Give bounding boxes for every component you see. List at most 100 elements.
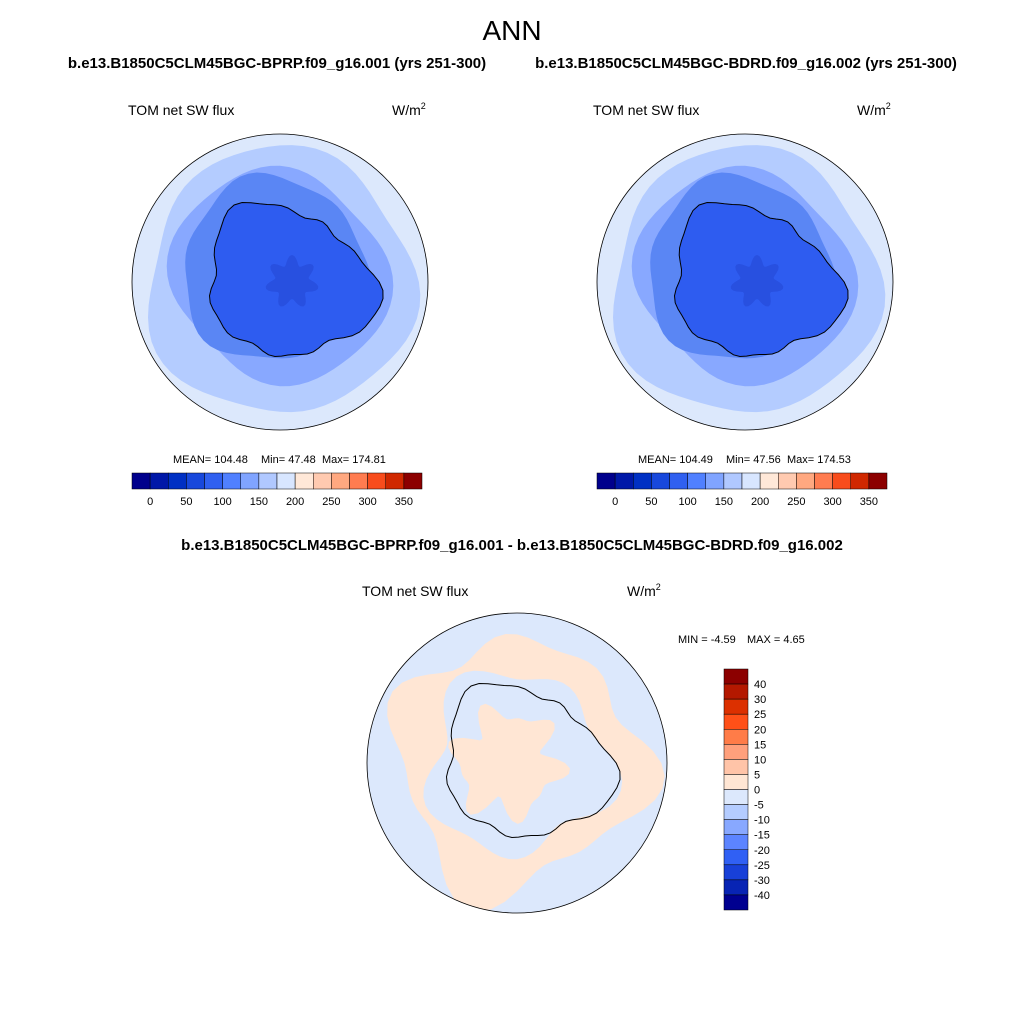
- colorbar-box: [596, 472, 616, 490]
- colorbar-box: [349, 472, 368, 490]
- colorbar-label: 0: [147, 496, 153, 508]
- colorbar-box: [723, 879, 749, 896]
- colorbar-box: [687, 472, 706, 490]
- colorbar-box: [669, 472, 688, 490]
- colorbar-box: [850, 472, 870, 490]
- colorbar-box: [723, 698, 749, 715]
- colorbar-label: 250: [787, 496, 805, 508]
- stat-min: MIN = -4.59: [678, 634, 736, 646]
- units-power: 2: [886, 101, 891, 111]
- stat-mean: MEAN= 104.49: [638, 454, 713, 466]
- colorbar-box: [778, 472, 797, 490]
- colorbar-label: 350: [395, 496, 413, 508]
- colorbar-label: -25: [754, 860, 770, 872]
- colorbar-box: [723, 819, 749, 835]
- colorbar-label: 40: [754, 679, 766, 691]
- colorbar-box: [796, 472, 815, 490]
- colorbar-box: [723, 744, 749, 760]
- colorbar-label: 250: [322, 496, 340, 508]
- colorbar-label: 300: [358, 496, 376, 508]
- case-name: b.e13.B1850C5CLM45BGC-BDRD.f09_g16.002 (…: [535, 55, 957, 72]
- colorbar-box: [258, 472, 278, 490]
- colorbar-box: [759, 472, 779, 490]
- variable-label: TOM net SW flux: [128, 102, 234, 118]
- colorbar-label: 200: [751, 496, 769, 508]
- colorbar-label: 30: [754, 694, 766, 706]
- stat-min: Min= 47.56: [726, 454, 781, 466]
- coastline: [208, 201, 384, 358]
- colorbar-box: [240, 472, 260, 490]
- colorbar-box: [723, 864, 749, 881]
- colorbar-box: [294, 472, 314, 490]
- units-power: 2: [656, 582, 661, 592]
- colorbar-label: -15: [754, 830, 770, 842]
- map-border: [366, 612, 668, 914]
- colorbar-box: [149, 472, 169, 490]
- colorbar-box: [723, 668, 749, 685]
- colorbar-box: [723, 804, 749, 820]
- variable-label: TOM net SW flux: [362, 583, 468, 599]
- figure-title: ANN: [482, 15, 541, 46]
- map-border: [131, 133, 429, 431]
- colorbar-label: 50: [180, 496, 192, 508]
- contour-region: [448, 703, 570, 824]
- colorbar-label: 200: [286, 496, 304, 508]
- stat-mean: MEAN= 104.48: [173, 454, 248, 466]
- colorbar-box: [723, 834, 749, 850]
- colorbar-label: 100: [213, 496, 231, 508]
- colorbar-box: [131, 472, 151, 490]
- colorbar-box: [723, 713, 749, 730]
- contour-region: [730, 255, 784, 307]
- colorbar-label: -5: [754, 800, 764, 812]
- colorbar-box: [276, 472, 296, 490]
- colorbar-label: 20: [754, 724, 766, 736]
- colorbar-box: [723, 849, 749, 866]
- coastline: [673, 201, 849, 358]
- stat-min: Min= 47.48: [261, 454, 316, 466]
- colorbar-box: [222, 472, 241, 490]
- case-name: b.e13.B1850C5CLM45BGC-BPRP.f09_g16.001 -…: [181, 537, 843, 554]
- colorbar-label: -10: [754, 815, 770, 827]
- units-label: W/m2: [627, 582, 661, 599]
- units-label: W/m2: [392, 101, 426, 118]
- case-name: b.e13.B1850C5CLM45BGC-BPRP.f09_g16.001 (…: [68, 55, 486, 72]
- colorbar-box: [204, 472, 223, 490]
- colorbar-label: 25: [754, 709, 766, 721]
- colorbar-box: [705, 472, 725, 490]
- units: W/m: [857, 102, 886, 118]
- stat-max: MAX = 4.65: [747, 634, 805, 646]
- colorbar-box: [723, 774, 749, 790]
- colorbar-box: [723, 683, 749, 700]
- colorbar-label: 100: [678, 496, 696, 508]
- colorbar-label: 150: [250, 496, 268, 508]
- colorbar-box: [651, 472, 670, 490]
- colorbar-box: [331, 472, 350, 490]
- colorbar-box: [385, 472, 405, 490]
- colorbar-label: 0: [754, 785, 760, 797]
- colorbar-label: 5: [754, 769, 760, 781]
- colorbar-label: 150: [715, 496, 733, 508]
- colorbar-box: [614, 472, 634, 490]
- units: W/m: [627, 583, 656, 599]
- stat-max: Max= 174.53: [787, 454, 851, 466]
- colorbar-box: [186, 472, 205, 490]
- map: [597, 134, 893, 430]
- colorbar-label: -30: [754, 875, 770, 887]
- units-power: 2: [421, 101, 426, 111]
- colorbar-box: [723, 472, 743, 490]
- colorbar-box: [741, 472, 761, 490]
- stat-max: Max= 174.81: [322, 454, 386, 466]
- colorbar-label: 50: [645, 496, 657, 508]
- map-border: [596, 133, 894, 431]
- contour-region: [265, 255, 319, 307]
- colorbar-label: 350: [860, 496, 878, 508]
- colorbar-label: 0: [612, 496, 618, 508]
- colorbar-label: -40: [754, 890, 770, 902]
- colorbar-box: [723, 729, 749, 745]
- colorbar-box: [723, 894, 749, 911]
- colorbar-box: [633, 472, 652, 490]
- colorbar-box: [403, 472, 423, 490]
- colorbar-box: [868, 472, 888, 490]
